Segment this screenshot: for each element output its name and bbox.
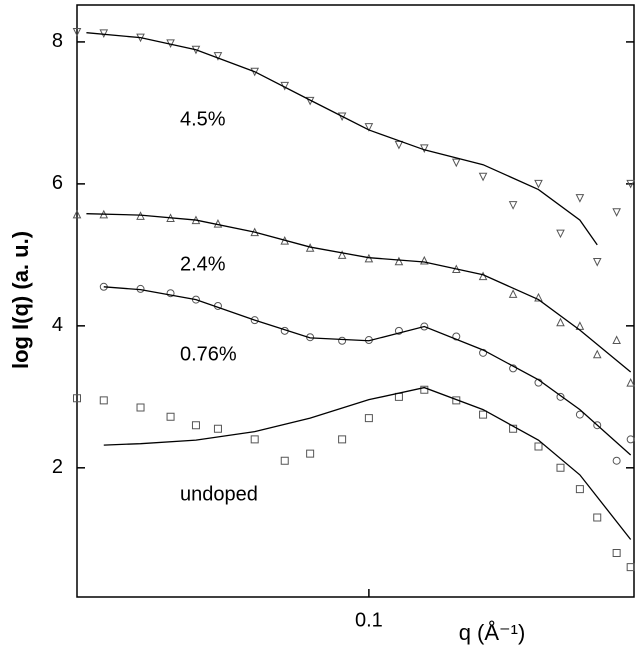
data-point bbox=[612, 335, 621, 345]
plot-frame bbox=[76, 4, 635, 598]
data-point bbox=[250, 435, 259, 444]
data-point bbox=[394, 256, 404, 266]
data-point bbox=[420, 322, 429, 331]
series-label: undoped bbox=[180, 483, 258, 505]
fit-line bbox=[103, 286, 632, 456]
data-point bbox=[99, 29, 109, 39]
data-point bbox=[479, 410, 488, 419]
data-point bbox=[509, 424, 518, 433]
data-point bbox=[364, 414, 373, 423]
y-tick-label: 8 bbox=[52, 30, 63, 52]
data-point bbox=[337, 250, 347, 259]
data-point bbox=[191, 421, 200, 430]
data-point bbox=[575, 194, 585, 203]
data-point bbox=[626, 179, 635, 189]
data-point bbox=[191, 295, 200, 304]
data-point bbox=[72, 27, 82, 37]
data-point bbox=[420, 385, 429, 394]
data-point bbox=[394, 392, 403, 401]
data-point bbox=[394, 140, 404, 150]
data-point bbox=[478, 172, 488, 182]
series-label: 0.76% bbox=[180, 343, 237, 365]
data-point bbox=[451, 158, 461, 168]
data-point bbox=[73, 394, 81, 403]
fit-line bbox=[86, 32, 598, 246]
data-point bbox=[337, 112, 347, 122]
data-point bbox=[556, 317, 565, 327]
data-point bbox=[612, 548, 621, 557]
data-point bbox=[72, 209, 82, 219]
data-point bbox=[280, 456, 289, 465]
data-point bbox=[364, 123, 374, 132]
data-point bbox=[452, 332, 461, 341]
data-point bbox=[338, 336, 347, 345]
data-point bbox=[213, 424, 222, 433]
data-point bbox=[452, 396, 461, 405]
x-tick-label: 0.1 bbox=[355, 609, 383, 631]
data-point bbox=[250, 316, 259, 325]
data-point bbox=[534, 442, 543, 451]
fit-line bbox=[103, 386, 632, 540]
data-point bbox=[626, 435, 635, 444]
series-label: 2.4% bbox=[180, 253, 226, 275]
data-point bbox=[166, 412, 175, 421]
data-point bbox=[508, 201, 518, 210]
data-point bbox=[213, 301, 222, 310]
data-point bbox=[508, 289, 518, 298]
data-point bbox=[534, 292, 543, 302]
data-point bbox=[136, 403, 145, 412]
fit-line bbox=[86, 213, 632, 373]
data-point bbox=[534, 179, 543, 189]
x-axis-title: q (Å⁻¹) bbox=[459, 620, 526, 645]
data-point bbox=[306, 449, 315, 458]
data-point bbox=[213, 52, 223, 61]
data-point bbox=[420, 144, 429, 154]
data-point bbox=[136, 284, 145, 293]
data-point bbox=[575, 410, 584, 419]
data-point bbox=[592, 349, 602, 359]
data-point bbox=[556, 463, 565, 472]
y-tick-label: 2 bbox=[52, 456, 63, 478]
y-axis-title: log I(q) (a. u.) bbox=[8, 231, 33, 369]
data-point bbox=[306, 333, 315, 342]
series-label: 4.5% bbox=[180, 108, 226, 130]
data-point bbox=[166, 289, 175, 298]
y-tick-label: 6 bbox=[52, 172, 63, 194]
data-point bbox=[575, 485, 584, 494]
data-point bbox=[420, 255, 429, 265]
data-point bbox=[626, 563, 635, 572]
data-point bbox=[612, 208, 621, 217]
data-point bbox=[479, 348, 488, 357]
data-point bbox=[556, 229, 565, 239]
data-point bbox=[99, 396, 108, 405]
data-point bbox=[338, 435, 347, 444]
data-point bbox=[626, 378, 635, 387]
data-point bbox=[612, 456, 621, 465]
data-point bbox=[593, 513, 602, 522]
data-point bbox=[592, 257, 602, 267]
y-tick-label: 4 bbox=[52, 314, 63, 336]
